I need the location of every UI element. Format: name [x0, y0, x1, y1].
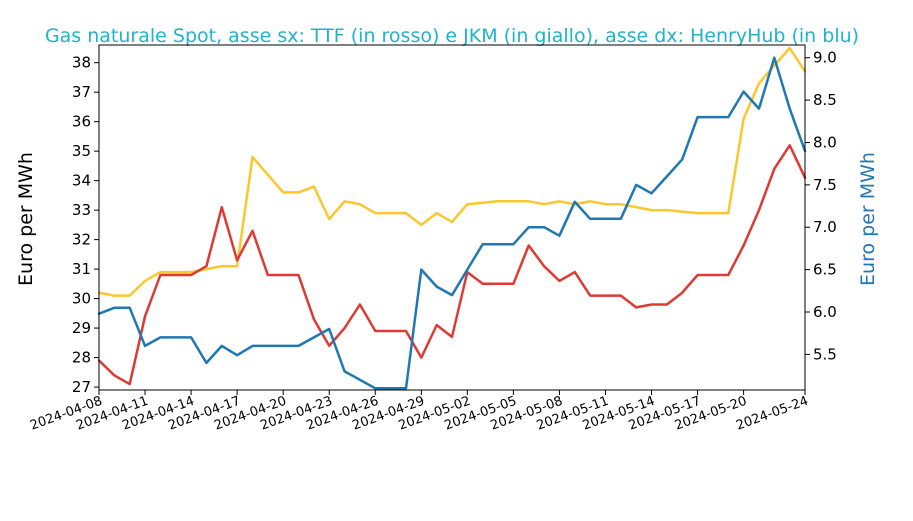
left-tick-label: 29 [72, 319, 91, 337]
right-tick-label: 5.5 [813, 345, 837, 363]
right-tick-label: 7.0 [813, 218, 837, 236]
y-axis-right-label: Euro per MWh [857, 152, 879, 286]
plot-series [97, 46, 807, 390]
left-tick-label: 38 [72, 54, 91, 72]
left-axis-ticks: 27 28 29 30 31 32 33 34 35 36 37 38 [72, 54, 99, 396]
left-tick-label: 33 [72, 201, 91, 219]
left-tick-label: 37 [72, 83, 91, 101]
right-axis-ticks: 5.5 6.0 6.5 7.0 7.5 8.0 8.5 9.0 [805, 49, 837, 363]
right-tick-label: 7.5 [813, 176, 837, 194]
left-tick-label: 36 [72, 113, 91, 131]
series-line-left-0 [97, 46, 807, 297]
right-tick-label: 6.5 [813, 261, 837, 279]
right-tick-label: 6.0 [813, 303, 837, 321]
left-tick-label: 32 [72, 231, 91, 249]
right-tick-label: 8.5 [813, 91, 837, 109]
left-tick-label: 31 [72, 260, 91, 278]
left-tick-label: 35 [72, 142, 91, 160]
left-tick-label: 30 [72, 290, 91, 308]
x-axis-ticks: 2024-04-082024-04-112024-04-142024-04-17… [28, 390, 810, 434]
series-line-left-1 [97, 144, 807, 386]
y-axis-left-label: Euro per MWh [15, 152, 37, 286]
left-tick-label: 27 [72, 378, 91, 396]
left-tick-label: 34 [72, 172, 91, 190]
series-line-right-2 [97, 56, 807, 390]
chart-title: Gas naturale Spot, asse sx: TTF (in ross… [45, 25, 859, 47]
left-tick-label: 28 [72, 349, 91, 367]
right-tick-label: 8.0 [813, 133, 837, 151]
plot-frame [98, 44, 806, 391]
right-tick-label: 9.0 [813, 49, 837, 67]
